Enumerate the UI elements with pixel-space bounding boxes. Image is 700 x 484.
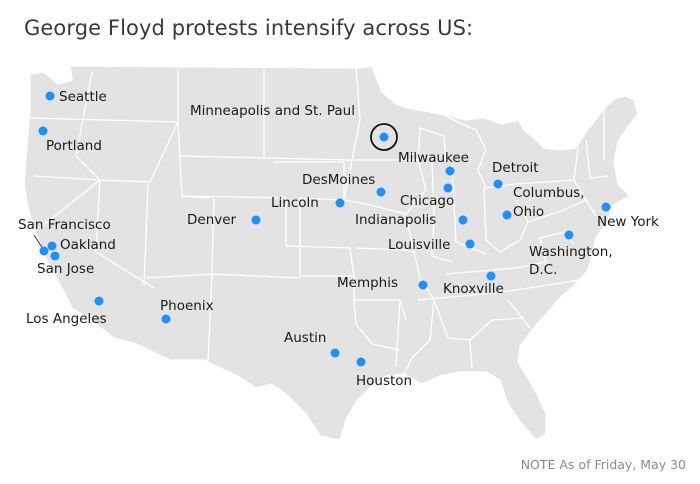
city-label-minneapolis: Minneapolis and St. Paul xyxy=(190,103,355,119)
city-marker-austin[interactable] xyxy=(330,348,340,358)
city-marker-minneapolis[interactable] xyxy=(379,132,389,142)
city-markers: Seattle Portland San Francisco Oakland S… xyxy=(18,89,659,389)
city-label-columbus: Columbus, Ohio xyxy=(513,185,585,220)
city-label-chicago: Chicago xyxy=(400,193,454,209)
city-marker-indianapolis[interactable] xyxy=(458,215,468,225)
city-label-phoenix: Phoenix xyxy=(160,298,214,314)
city-marker-oakland[interactable] xyxy=(47,241,57,251)
city-label-san-jose: San Jose xyxy=(37,261,94,277)
city-marker-portland[interactable] xyxy=(38,126,48,136)
city-marker-chicago[interactable] xyxy=(443,183,453,193)
city-label-milwaukee: Milwaukee xyxy=(398,150,469,166)
city-marker-des-moines[interactable] xyxy=(376,187,386,197)
city-marker-phoenix[interactable] xyxy=(161,314,171,324)
city-label-detroit: Detroit xyxy=(492,160,539,176)
state-borders xyxy=(29,65,609,375)
city-marker-los-angeles[interactable] xyxy=(94,296,104,306)
city-marker-houston[interactable] xyxy=(356,357,366,367)
highlight-ring-minneapolis xyxy=(370,123,398,151)
city-marker-washington-dc[interactable] xyxy=(564,230,574,240)
city-marker-knoxville[interactable] xyxy=(486,271,496,281)
city-label-seattle: Seattle xyxy=(59,89,107,105)
city-label-new-york: New York xyxy=(597,214,659,230)
city-marker-louisville[interactable] xyxy=(465,239,475,249)
city-marker-milwaukee[interactable] xyxy=(445,166,455,176)
san-francisco-leader-line xyxy=(33,234,44,250)
city-label-washington-dc: Washington, D.C. xyxy=(529,244,613,278)
city-label-denver: Denver xyxy=(187,212,237,228)
city-label-portland: Portland xyxy=(46,138,102,154)
us-land xyxy=(23,65,639,441)
city-marker-memphis[interactable] xyxy=(418,280,428,290)
city-marker-detroit[interactable] xyxy=(493,179,503,189)
city-label-austin: Austin xyxy=(284,330,326,346)
city-label-indianapolis: Indianapolis xyxy=(355,212,436,228)
city-marker-new-york[interactable] xyxy=(601,202,611,212)
us-contiguous-outline xyxy=(23,65,639,441)
city-label-knoxville: Knoxville xyxy=(443,281,504,297)
city-label-memphis: Memphis xyxy=(337,275,398,291)
city-marker-seattle[interactable] xyxy=(45,91,55,101)
city-label-san-francisco: San Francisco xyxy=(18,217,111,233)
city-label-louisville: Louisville xyxy=(388,237,450,253)
city-label-houston: Houston xyxy=(356,373,412,389)
city-marker-san-jose[interactable] xyxy=(50,251,60,261)
map-title: George Floyd protests intensify across U… xyxy=(24,16,474,40)
city-marker-columbus[interactable] xyxy=(502,210,512,220)
city-label-los-angeles: Los Angeles xyxy=(26,311,107,327)
city-label-lincoln: Lincoln xyxy=(271,195,319,211)
city-marker-denver[interactable] xyxy=(251,215,261,225)
footnote: NOTE As of Friday, May 30 xyxy=(520,457,686,472)
city-marker-lincoln[interactable] xyxy=(335,198,345,208)
city-label-des-moines: DesMoines xyxy=(302,172,375,188)
city-label-oakland: Oakland xyxy=(60,237,116,253)
city-marker-san-francisco[interactable] xyxy=(39,246,49,256)
